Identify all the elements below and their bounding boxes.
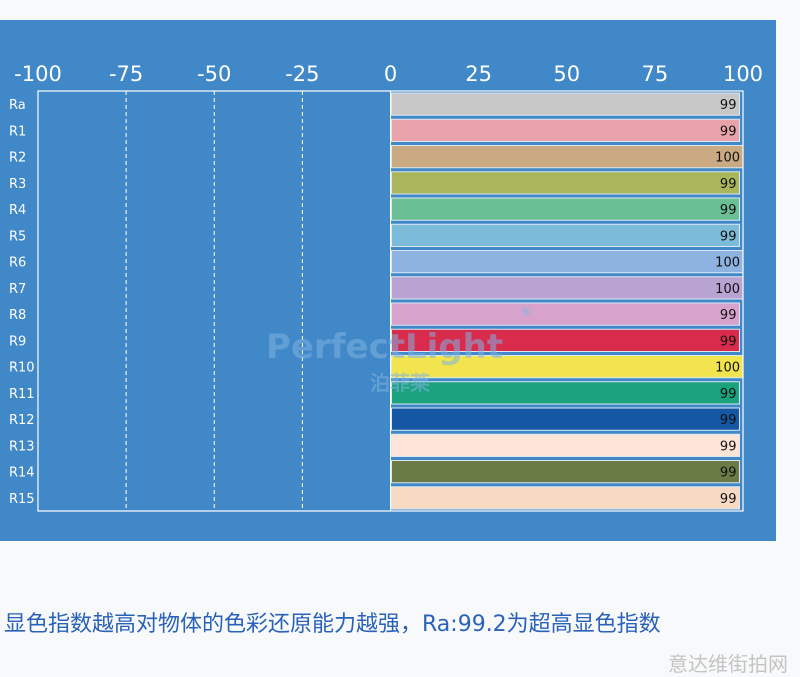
bar-value-label: 99	[720, 124, 737, 139]
x-tick-label: -50	[197, 62, 231, 86]
row-label-r4: R4	[9, 203, 26, 218]
row-label-r6: R6	[9, 256, 26, 271]
x-tick-label: 100	[723, 62, 763, 86]
bar-value-label: 100	[715, 256, 740, 271]
x-tick-label: -100	[14, 62, 62, 86]
bar-r9	[391, 328, 740, 352]
bar-value-label: 99	[720, 229, 737, 244]
bars-layer: 99 99 100 99 99 99 100 100 99 99 100 99 99 99 99 99	[391, 92, 744, 510]
perfectlight-watermark: PerfectLight ® 泊菲莱	[266, 305, 532, 395]
watermark-registered: ®	[520, 305, 532, 319]
bar-value-label: 99	[720, 492, 737, 507]
bar-r6	[391, 250, 744, 274]
bar-r14	[391, 460, 740, 484]
bar-ra	[391, 92, 740, 116]
bar-r11	[391, 381, 740, 405]
grid-layer	[125, 91, 391, 511]
bar-value-label: 99	[720, 439, 737, 454]
bar-r3	[391, 171, 740, 195]
bar-value-label: 99	[720, 387, 737, 402]
row-label-r11: R11	[9, 387, 35, 402]
x-tick-label: -75	[109, 62, 143, 86]
row-label-r13: R13	[9, 439, 35, 454]
bar-value-label: 99	[720, 413, 737, 428]
x-tick-label: 0	[384, 62, 397, 86]
bar-r13	[391, 433, 740, 457]
row-label-r14: R14	[9, 466, 35, 481]
row-label-r2: R2	[9, 151, 26, 166]
bar-r12	[391, 407, 740, 431]
chart-panel: -100 -75 -50 -25 0 25 50 75 100 99 99 100 99 99 99 100…	[0, 20, 776, 541]
x-tick-label: 25	[465, 62, 492, 86]
x-tick-label: -25	[285, 62, 319, 86]
row-label-r3: R3	[9, 177, 26, 192]
row-label-r1: R1	[9, 124, 26, 139]
bar-r5	[391, 223, 740, 247]
row-label-r12: R12	[9, 413, 35, 428]
plot-frame	[37, 90, 744, 512]
bar-r15	[391, 486, 740, 510]
row-label-r7: R7	[9, 282, 26, 297]
bar-value-label: 100	[715, 361, 740, 376]
x-tick-label: 50	[553, 62, 580, 86]
bar-r8	[391, 302, 740, 326]
watermark-cn: 泊菲莱	[370, 371, 430, 395]
bar-r4	[391, 197, 740, 221]
chart-caption: 显色指数越高对物体的色彩还原能力越强，Ra:99.2为超高显色指数	[4, 612, 661, 637]
bar-value-label: 99	[720, 308, 737, 323]
bar-r7	[391, 276, 744, 300]
bar-r2	[391, 145, 744, 169]
bar-value-label: 99	[720, 203, 737, 218]
bar-r1	[391, 118, 740, 142]
bar-value-label: 100	[715, 151, 740, 166]
footer-watermark: 意达维街拍网	[668, 652, 788, 676]
row-label-r15: R15	[9, 492, 35, 507]
row-label-r9: R9	[9, 334, 26, 349]
bar-value-label: 100	[715, 282, 740, 297]
watermark-brand: PerfectLight	[266, 327, 503, 367]
row-label-r10: R10	[9, 361, 35, 376]
x-tick-labels: -100 -75 -50 -25 0 25 50 75 100	[14, 62, 763, 86]
bar-value-label: 99	[720, 334, 737, 349]
row-label-ra: Ra	[9, 98, 26, 113]
bar-value-label: 99	[720, 177, 737, 192]
bar-value-label: 99	[720, 98, 737, 113]
row-label-r8: R8	[9, 308, 26, 323]
x-tick-label: 75	[642, 62, 669, 86]
row-label-r5: R5	[9, 229, 26, 244]
color-rendering-bar-chart: -100 -75 -50 -25 0 25 50 75 100 99 99 100 99 99 99 100…	[9, 62, 763, 512]
bar-value-label: 99	[720, 466, 737, 481]
row-labels: Ra R1 R2 R3 R4 R5 R6 R7 R8 R9 R10 R11 R12 R13 R14 R15	[9, 98, 35, 507]
